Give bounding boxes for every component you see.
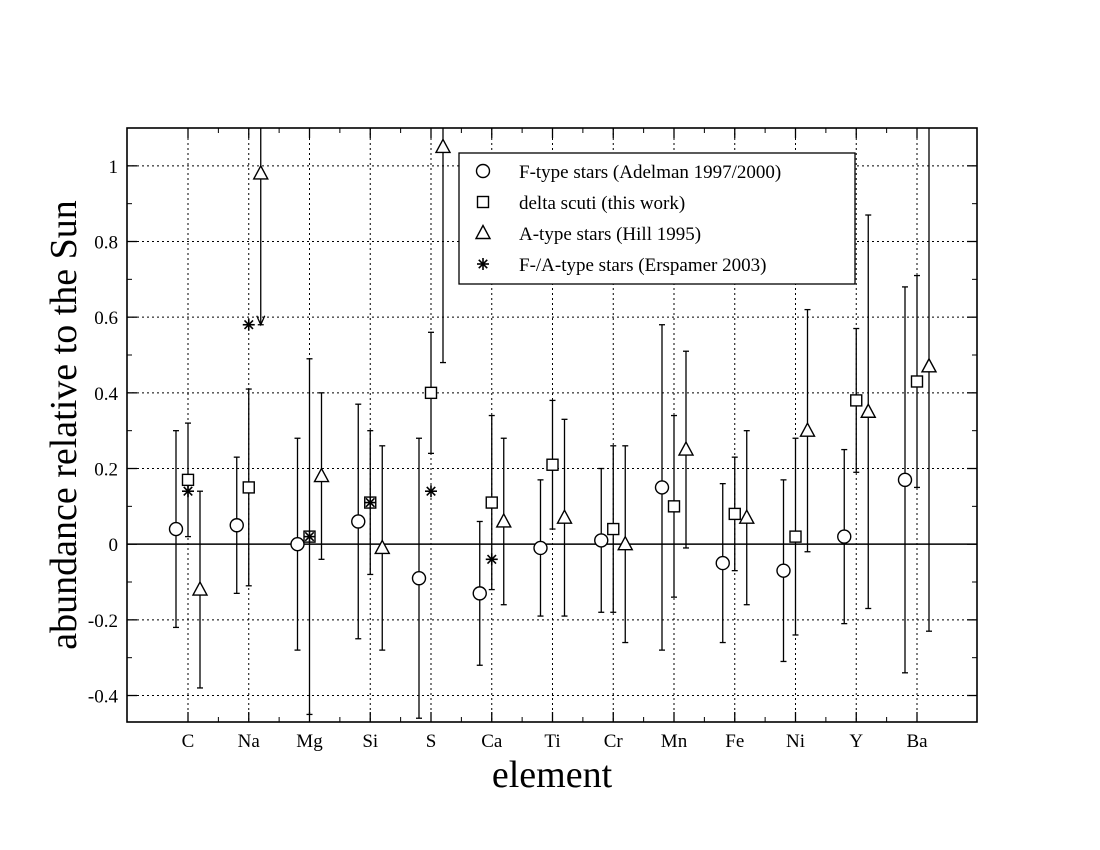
- asterisk-stroke: [304, 531, 315, 542]
- data-point-square: [242, 481, 255, 494]
- data-point-circle: [897, 472, 913, 488]
- data-point-circle: [654, 480, 670, 495]
- asterisk-stroke: [426, 486, 436, 497]
- data-point-circle: [594, 533, 609, 548]
- data-point-triangle: [738, 508, 755, 524]
- data-point-square: [607, 522, 620, 536]
- data-point-square: [850, 394, 863, 407]
- data-point-square: [546, 458, 559, 471]
- legend-marker-asterisk: [477, 258, 489, 270]
- x-tick-label: C: [182, 731, 195, 752]
- data-point-asterisk: [242, 318, 255, 331]
- asterisk-stroke: [486, 554, 497, 565]
- asterisk-stroke: [478, 259, 488, 269]
- y-axis-label: abundance relative to the Sun: [43, 200, 85, 650]
- data-point-square: [789, 530, 802, 543]
- data-point-circle: [351, 514, 366, 529]
- data-point-triangle: [677, 440, 695, 456]
- data-point-circle: [837, 529, 852, 544]
- x-tick-label: Ba: [906, 731, 928, 752]
- data-point-triangle: [860, 402, 877, 418]
- x-axis-label: element: [492, 754, 613, 796]
- data-point-circle: [715, 555, 730, 571]
- series-circle: [168, 286, 913, 719]
- y-tick-label: 0.8: [94, 233, 118, 254]
- data-point-square: [728, 507, 741, 521]
- data-point-triangle: [799, 421, 816, 437]
- y-tick-label: 0.6: [94, 308, 118, 329]
- data-point-triangle: [374, 538, 391, 555]
- data-point-square: [485, 496, 498, 509]
- asterisk-stroke: [243, 319, 254, 330]
- data-point-asterisk: [364, 496, 377, 509]
- y-tick-label: -0.4: [88, 687, 119, 708]
- x-tick-label: Na: [238, 731, 261, 752]
- data-series: [168, 128, 938, 719]
- data-point-square: [424, 386, 438, 400]
- data-point-square: [910, 375, 924, 388]
- data-point-square: [667, 500, 681, 513]
- data-point-triangle: [920, 357, 938, 373]
- x-tick-label: Mg: [296, 731, 323, 752]
- data-point-asterisk: [303, 530, 316, 543]
- data-point-triangle: [617, 535, 634, 551]
- y-tick-label: -0.2: [88, 611, 118, 632]
- legend-marker-triangle: [474, 224, 492, 240]
- x-tick-label: Si: [362, 731, 378, 752]
- x-tick-label: Ni: [786, 731, 805, 752]
- legend-label: A-type stars (Hill 1995): [519, 224, 701, 245]
- x-tick-label: Y: [849, 731, 863, 752]
- series-triangle: [191, 128, 938, 689]
- x-tick-label: Fe: [725, 731, 744, 752]
- data-point-circle: [776, 563, 791, 578]
- data-point-triangle: [191, 580, 209, 596]
- series-asterisk: [182, 318, 498, 566]
- x-tick-label: Ti: [544, 731, 560, 752]
- asterisk-stroke: [365, 497, 376, 508]
- data-point-triangle: [434, 137, 452, 154]
- asterisk-stroke: [183, 486, 193, 497]
- data-point-circle: [411, 571, 427, 586]
- legend-label: F-/A-type stars (Erspamer 2003): [519, 255, 766, 276]
- data-point-asterisk: [182, 485, 194, 498]
- legend-marker-circle: [475, 163, 491, 179]
- data-point-triangle: [313, 467, 330, 483]
- x-tick-label: Cr: [604, 731, 624, 752]
- data-point-asterisk: [425, 485, 437, 498]
- data-point-asterisk: [485, 553, 498, 566]
- y-tick-label: 0: [109, 535, 119, 556]
- data-point-circle: [533, 540, 548, 556]
- y-tick-label: 0.4: [94, 384, 118, 405]
- x-tick-label: Mn: [661, 731, 688, 752]
- legend: F-type stars (Adelman 1997/2000) delta sc…: [458, 152, 856, 285]
- legend-box: [458, 152, 856, 285]
- legend-label: F-type stars (Adelman 1997/2000): [519, 162, 781, 183]
- data-point-circle: [229, 518, 244, 533]
- legend-marker-square: [476, 195, 490, 209]
- data-point-triangle: [495, 512, 512, 528]
- plot-frame: [126, 127, 978, 723]
- upper-limit-arrow: [256, 315, 266, 327]
- legend-label: delta scuti (this work): [519, 193, 685, 214]
- y-tick-label: 1: [109, 157, 119, 178]
- x-tick-label: S: [426, 731, 437, 752]
- data-point-square: [181, 473, 195, 487]
- y-tick-label: 0.2: [94, 460, 118, 481]
- data-point-triangle: [252, 164, 269, 180]
- data-point-circle: [168, 521, 184, 537]
- data-point-triangle: [556, 508, 573, 524]
- data-point-circle: [472, 586, 487, 601]
- x-tick-label: Ca: [481, 731, 503, 752]
- data-point-circle: [290, 536, 305, 552]
